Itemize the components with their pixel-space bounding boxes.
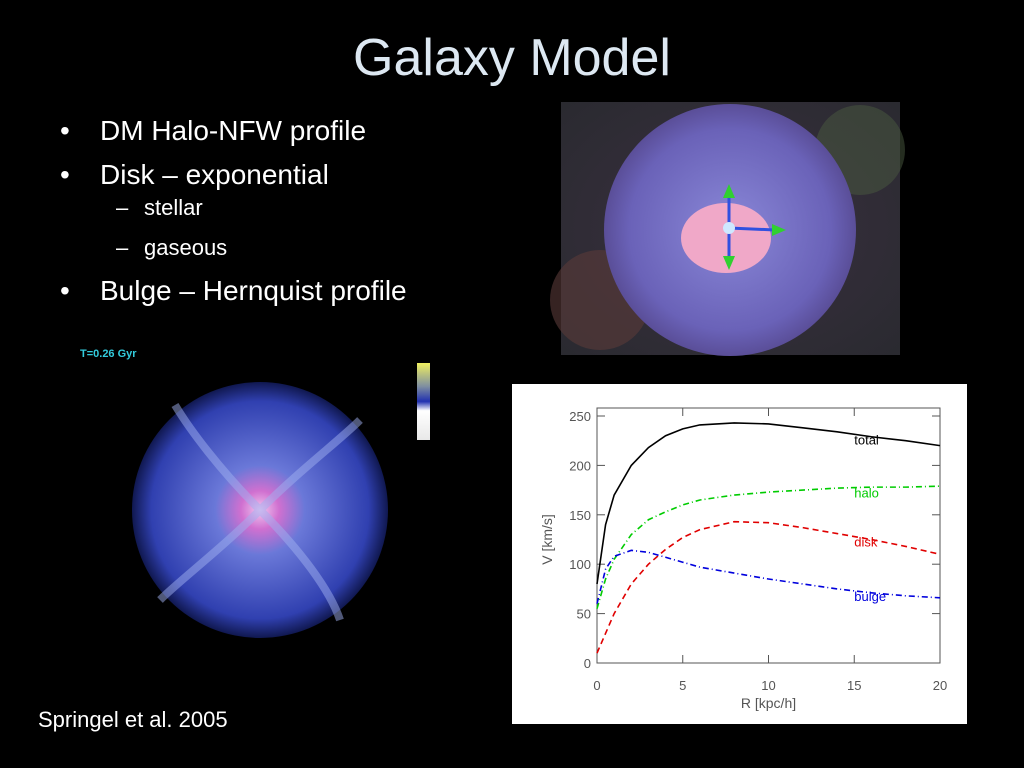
y-axis-label: V [km/s]	[539, 514, 555, 565]
series-line	[596, 549, 941, 604]
bullet-text: Disk – exponential	[100, 159, 329, 190]
slide-title: Galaxy Model	[353, 29, 671, 87]
plot-frame	[596, 407, 941, 664]
sub-list: stellar gaseous	[100, 195, 407, 261]
citation: Springel et al. 2005	[38, 707, 228, 732]
series-line	[596, 520, 941, 654]
x-tick-label: 0	[593, 678, 600, 693]
bullet: DM Halo-NFW profile	[60, 115, 407, 147]
bullet: Bulge – Hernquist profile	[60, 275, 407, 307]
x-axis-label: R [kpc/h]	[741, 695, 796, 711]
series-label: bulge	[854, 589, 886, 604]
x-tick-label: 20	[933, 678, 947, 693]
simulation-label: T=0.26 Gyr	[80, 348, 137, 360]
bullet-list: DM Halo-NFW profile Disk – exponential ste…	[60, 115, 407, 319]
y-tick-label: 50	[577, 607, 591, 622]
series-label: total	[854, 432, 879, 447]
sub-bullet: stellar	[60, 195, 407, 221]
series-label: halo	[854, 486, 879, 501]
bullet: Disk – exponential stellar gaseous	[60, 159, 407, 261]
y-tick-label: 0	[584, 656, 591, 671]
y-tick-label: 200	[569, 458, 591, 473]
bullet-text: DM Halo-NFW profile	[100, 115, 367, 146]
series-label: disk	[854, 535, 878, 550]
sub-bullet-text: stellar	[144, 195, 203, 220]
bullet-text: Bulge – Hernquist profile	[100, 275, 407, 306]
series-line	[596, 422, 941, 585]
y-tick-label: 150	[569, 508, 591, 523]
sub-bullet-text: gaseous	[144, 235, 228, 260]
y-tick-label: 250	[569, 409, 591, 424]
x-tick-label: 15	[847, 678, 861, 693]
series-line	[596, 485, 941, 609]
sub-bullet: gaseous	[60, 235, 407, 261]
y-tick-label: 100	[569, 557, 591, 572]
x-tick-label: 5	[679, 678, 686, 693]
x-tick-label: 10	[761, 678, 775, 693]
